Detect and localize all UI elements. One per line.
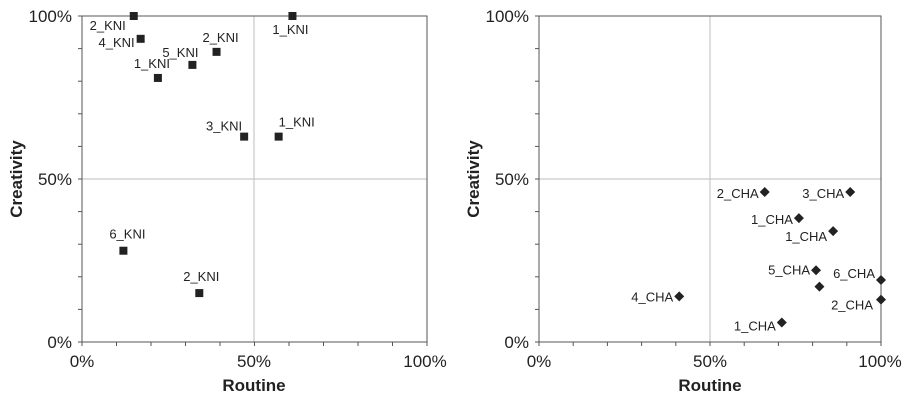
point-label: 5_KNI xyxy=(162,45,198,60)
point-label: 6_KNI xyxy=(109,227,145,242)
point-label: 1_CHA xyxy=(785,229,827,244)
diamond-marker xyxy=(674,291,685,302)
y-tick-label: 100% xyxy=(29,7,72,26)
y-tick-label: 50% xyxy=(495,170,529,189)
diamond-marker xyxy=(793,213,804,224)
y-tick-label: 100% xyxy=(486,7,529,26)
chart-right: 100% 50% 0% 0% 50% 100% Routine Creativi… xyxy=(464,7,902,395)
square-marker xyxy=(119,246,128,255)
point-label: 2_CHA xyxy=(717,186,759,201)
square-marker xyxy=(188,60,197,69)
square-marker xyxy=(136,34,145,43)
point-label: 3_KNI xyxy=(206,119,242,134)
square-marker xyxy=(212,47,221,56)
point-label: 1_KNI xyxy=(279,115,315,130)
diamond-marker xyxy=(876,275,886,286)
square-marker xyxy=(288,12,297,20)
point-label: 4_KNI xyxy=(99,35,135,50)
x-tick-label: 0% xyxy=(527,352,552,371)
x-tick-label: 100% xyxy=(403,352,446,371)
point-label: 1_CHA xyxy=(751,212,793,227)
square-marker xyxy=(153,73,162,82)
x-axis-title: Routine xyxy=(222,376,285,395)
point-label: 3_CHA xyxy=(802,186,844,201)
point-label: 5_CHA xyxy=(768,262,810,277)
chart-left: 100% 50% 0% 0% 50% 100% Routine Creativi… xyxy=(7,7,447,395)
diamond-marker xyxy=(776,317,787,328)
square-marker xyxy=(195,289,204,298)
square-marker xyxy=(240,132,249,141)
x-tick-label: 50% xyxy=(693,352,727,371)
y-tick-label: 0% xyxy=(47,333,72,352)
point-label: 2_KNI xyxy=(90,18,126,33)
point-label: 4_CHA xyxy=(631,289,673,304)
point-label: 6_CHA xyxy=(833,266,875,281)
x-minor-ticks xyxy=(538,342,882,346)
y-tick-label: 50% xyxy=(38,170,72,189)
point-label: 1_KNI xyxy=(272,22,308,37)
y-axis-title: Creativity xyxy=(464,140,483,218)
diamond-marker xyxy=(759,187,770,198)
diamond-marker xyxy=(828,226,839,237)
y-minor-ticks xyxy=(535,15,539,343)
square-marker xyxy=(274,132,283,141)
point-label: 2_KNI xyxy=(202,30,238,45)
square-marker xyxy=(129,12,138,20)
diamond-marker xyxy=(811,265,822,276)
point-label: 1_CHA xyxy=(734,318,776,333)
x-tick-label: 0% xyxy=(70,352,95,371)
x-minor-ticks xyxy=(81,342,428,346)
point-label: 2_KNI xyxy=(183,269,219,284)
x-tick-label: 50% xyxy=(237,352,271,371)
x-axis-title: Routine xyxy=(678,376,741,395)
x-tick-label: 100% xyxy=(858,352,901,371)
point-label: 1_KNI xyxy=(134,56,170,71)
y-minor-ticks xyxy=(78,15,82,343)
y-axis-title: Creativity xyxy=(7,140,26,218)
diamond-marker xyxy=(876,294,886,305)
diamond-marker xyxy=(845,187,856,198)
diamond-marker xyxy=(814,281,825,292)
point-label: 2_CHA xyxy=(831,298,873,313)
data-points: 2_CHA 3_CHA 1_CHA 1_CHA 5_CHA 6_CHA 2_CHA 4_CHA… xyxy=(631,186,886,333)
y-tick-label: 0% xyxy=(504,333,529,352)
